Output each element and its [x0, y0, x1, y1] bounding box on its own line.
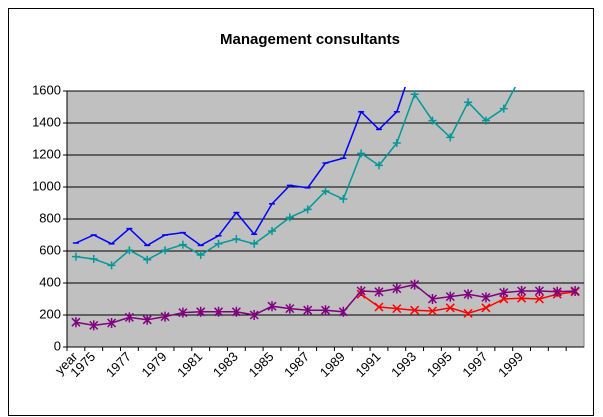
marker — [392, 283, 402, 294]
marker — [410, 279, 420, 290]
marker — [338, 306, 348, 317]
y-tick-label: 1400 — [32, 114, 61, 129]
y-tick-label: 200 — [39, 306, 61, 321]
marker — [143, 255, 152, 264]
marker — [534, 294, 544, 304]
marker — [303, 305, 313, 316]
marker — [356, 286, 366, 296]
y-tick-label: 0 — [54, 338, 61, 353]
marker — [464, 98, 473, 107]
marker — [534, 286, 544, 296]
marker — [481, 292, 491, 303]
marker — [285, 303, 295, 314]
marker — [499, 287, 509, 298]
marker — [445, 303, 455, 313]
marker — [250, 239, 259, 248]
marker — [89, 255, 98, 263]
marker — [427, 294, 437, 304]
marker — [125, 246, 134, 255]
y-tick-label: 800 — [39, 210, 61, 225]
marker — [410, 305, 420, 315]
marker — [463, 308, 473, 318]
marker — [160, 311, 170, 322]
marker — [232, 235, 241, 243]
y-tick-label: 1600 — [32, 82, 61, 97]
marker — [214, 239, 223, 248]
marker — [268, 227, 277, 235]
marker — [107, 318, 117, 328]
marker — [161, 246, 170, 255]
marker — [142, 314, 152, 325]
marker — [231, 306, 241, 317]
marker — [71, 317, 81, 328]
marker — [446, 133, 455, 142]
marker — [178, 307, 188, 318]
marker — [214, 306, 224, 317]
marker — [303, 205, 312, 214]
marker — [249, 310, 259, 320]
marker — [570, 286, 580, 296]
marker — [427, 306, 437, 316]
marker — [267, 301, 277, 312]
marker — [481, 303, 491, 313]
marker — [374, 286, 384, 297]
marker — [499, 294, 509, 304]
marker — [481, 116, 490, 125]
marker — [71, 252, 80, 261]
marker — [196, 306, 206, 317]
marker — [517, 293, 527, 303]
marker — [499, 104, 508, 113]
marker — [321, 187, 330, 195]
y-tick-label: 1000 — [32, 178, 61, 193]
marker — [374, 161, 383, 170]
marker — [517, 286, 527, 296]
marker — [374, 302, 384, 312]
marker — [124, 312, 134, 323]
series-line — [75, 87, 406, 247]
marker — [339, 195, 348, 203]
marker — [463, 289, 473, 300]
chart-title: Management consultants — [220, 31, 400, 48]
y-tick-label: 600 — [39, 242, 61, 257]
y-tick-label: 1200 — [32, 146, 61, 161]
series-line — [75, 87, 517, 267]
marker — [410, 90, 419, 99]
marker — [285, 213, 294, 222]
marker — [89, 320, 99, 331]
marker — [107, 261, 116, 270]
marker — [178, 240, 187, 249]
marker — [392, 139, 401, 147]
marker — [196, 251, 205, 259]
marker — [552, 286, 562, 297]
y-tick-label: 400 — [39, 274, 61, 289]
marker — [392, 304, 402, 314]
series-layer — [71, 87, 580, 331]
marker — [320, 305, 331, 316]
marker — [428, 116, 437, 125]
marker — [357, 149, 366, 158]
marker — [445, 291, 455, 302]
